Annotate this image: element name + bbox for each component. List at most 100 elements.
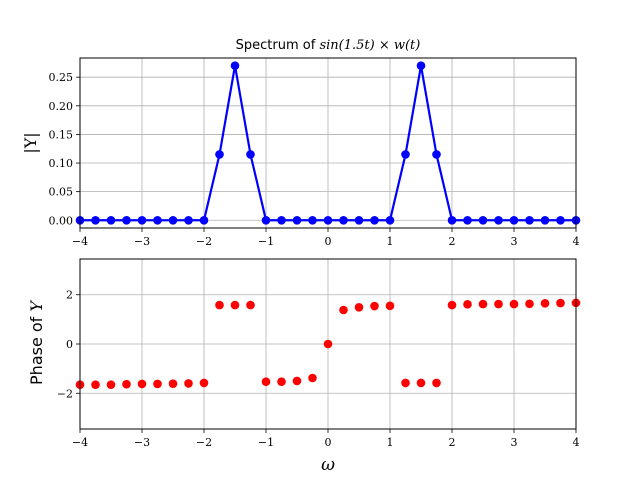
phase-axes-frame xyxy=(79,258,577,430)
phase-series xyxy=(75,298,581,389)
phase-point xyxy=(432,378,441,388)
phase-point xyxy=(91,380,100,389)
phase-xtick-label: −4 xyxy=(72,436,88,449)
magnitude-plot: Spectrum of sin(1.5t) × w(t) |Y| −4 −3 −2−… xyxy=(21,38,581,248)
magnitude-point xyxy=(215,150,224,159)
magnitude-point xyxy=(323,215,333,225)
phase-point xyxy=(447,300,457,310)
magnitude-point xyxy=(540,215,550,225)
magnitude-point xyxy=(354,215,364,225)
magnitude-point xyxy=(277,215,286,225)
phase-point xyxy=(370,301,379,311)
phase-point xyxy=(277,377,286,386)
magnitude-point xyxy=(292,215,302,225)
magnitude-point xyxy=(509,215,519,225)
phase-point xyxy=(246,300,255,310)
phase-point xyxy=(230,300,240,310)
phase-point xyxy=(401,378,410,388)
magnitude-point xyxy=(91,215,100,225)
phase-xtick-label: 2 xyxy=(449,436,456,449)
magnitude-xtick-label: −4 xyxy=(72,235,88,248)
phase-point xyxy=(184,379,193,388)
phase-xtick-label: 3 xyxy=(511,436,518,449)
magnitude-ytick-label: 0.10 xyxy=(49,157,74,170)
phase-xtick-label: 0 xyxy=(325,436,332,449)
phase-point xyxy=(292,376,302,386)
phase-xtick-label: −1 xyxy=(258,436,274,449)
magnitude-xtick-label: 2 xyxy=(449,235,456,248)
phase-xtick-label: −3 xyxy=(134,436,150,449)
magnitude-grid xyxy=(79,58,577,228)
magnitude-point xyxy=(385,215,395,225)
phase-xtick-label: 4 xyxy=(573,436,580,449)
phase-point xyxy=(153,379,162,389)
phase-point xyxy=(385,301,395,311)
phase-plot: Phase of Y ω −4 −3 −2 −1 0 1 2 3 4 −2 0 2 xyxy=(27,258,581,475)
magnitude-point xyxy=(556,215,565,225)
phase-point xyxy=(540,299,550,308)
phase-point xyxy=(339,305,348,315)
magnitude-point xyxy=(370,215,379,225)
magnitude-point xyxy=(463,215,472,225)
phase-ticks: −4 −3 −2 −1 0 1 2 3 4 −2 0 2 xyxy=(57,289,580,449)
magnitude-point xyxy=(184,215,193,225)
magnitude-ytick-label: 0.15 xyxy=(49,128,74,141)
magnitude-point xyxy=(122,215,131,225)
magnitude-point xyxy=(106,215,116,225)
phase-point xyxy=(494,299,503,309)
magnitude-point xyxy=(339,215,348,225)
magnitude-point xyxy=(199,215,209,225)
magnitude-point xyxy=(308,215,317,225)
magnitude-xtick-label: 0 xyxy=(325,235,332,248)
phase-xtick-label: 1 xyxy=(387,436,394,449)
phase-point xyxy=(168,379,178,388)
magnitude-xtick-label: 1 xyxy=(387,235,394,248)
magnitude-point xyxy=(230,61,240,71)
magnitude-point xyxy=(401,150,410,159)
phase-point xyxy=(416,378,426,388)
magnitude-ytick-label: 0.20 xyxy=(49,100,74,113)
magnitude-xtick-label: 3 xyxy=(511,235,518,248)
magnitude-point xyxy=(494,215,503,225)
magnitude-ytick-label: 0.00 xyxy=(49,214,74,227)
magnitude-y-label: |Y| xyxy=(21,132,40,153)
magnitude-xtick-label: −3 xyxy=(134,235,150,248)
phase-point xyxy=(137,379,147,389)
magnitude-axes-frame xyxy=(79,57,577,229)
magnitude-point xyxy=(525,215,534,225)
magnitude-series xyxy=(75,61,581,225)
magnitude-point xyxy=(478,215,488,225)
phase-point xyxy=(106,380,116,389)
magnitude-point xyxy=(153,215,162,225)
phase-point xyxy=(323,339,333,349)
phase-ytick-label: −2 xyxy=(57,387,73,400)
magnitude-point xyxy=(416,61,426,71)
phase-ytick-label: 2 xyxy=(66,289,73,302)
magnitude-point xyxy=(447,215,457,225)
phase-point xyxy=(261,377,271,386)
magnitude-ytick-label: 0.05 xyxy=(49,186,74,199)
magnitude-ytick-label: 0.25 xyxy=(49,71,74,84)
phase-point xyxy=(478,299,488,309)
magnitude-xtick-label: −2 xyxy=(196,235,212,248)
magnitude-point xyxy=(261,215,271,225)
magnitude-point xyxy=(432,150,441,159)
magnitude-xtick-label: 4 xyxy=(573,235,580,248)
magnitude-plot-title: Spectrum of sin(1.5t) × w(t) xyxy=(236,38,421,53)
phase-point xyxy=(199,378,209,388)
phase-x-label: ω xyxy=(321,455,335,475)
magnitude-point xyxy=(137,215,147,225)
magnitude-point xyxy=(168,215,178,225)
magnitude-xtick-label: −1 xyxy=(258,235,274,248)
phase-point xyxy=(525,299,534,309)
phase-ytick-label: 0 xyxy=(66,338,73,351)
magnitude-point xyxy=(246,150,255,159)
phase-point xyxy=(556,298,565,308)
phase-point xyxy=(122,379,131,389)
magnitude-ticks: −4 −3 −2 −1 0 1 2 3 4 0.00 0.05 0.10 0.15 0.20 0.25 xyxy=(49,71,580,248)
phase-point xyxy=(463,300,472,309)
phase-xtick-label: −2 xyxy=(196,436,212,449)
phase-point xyxy=(308,373,317,383)
phase-grid xyxy=(79,259,577,429)
